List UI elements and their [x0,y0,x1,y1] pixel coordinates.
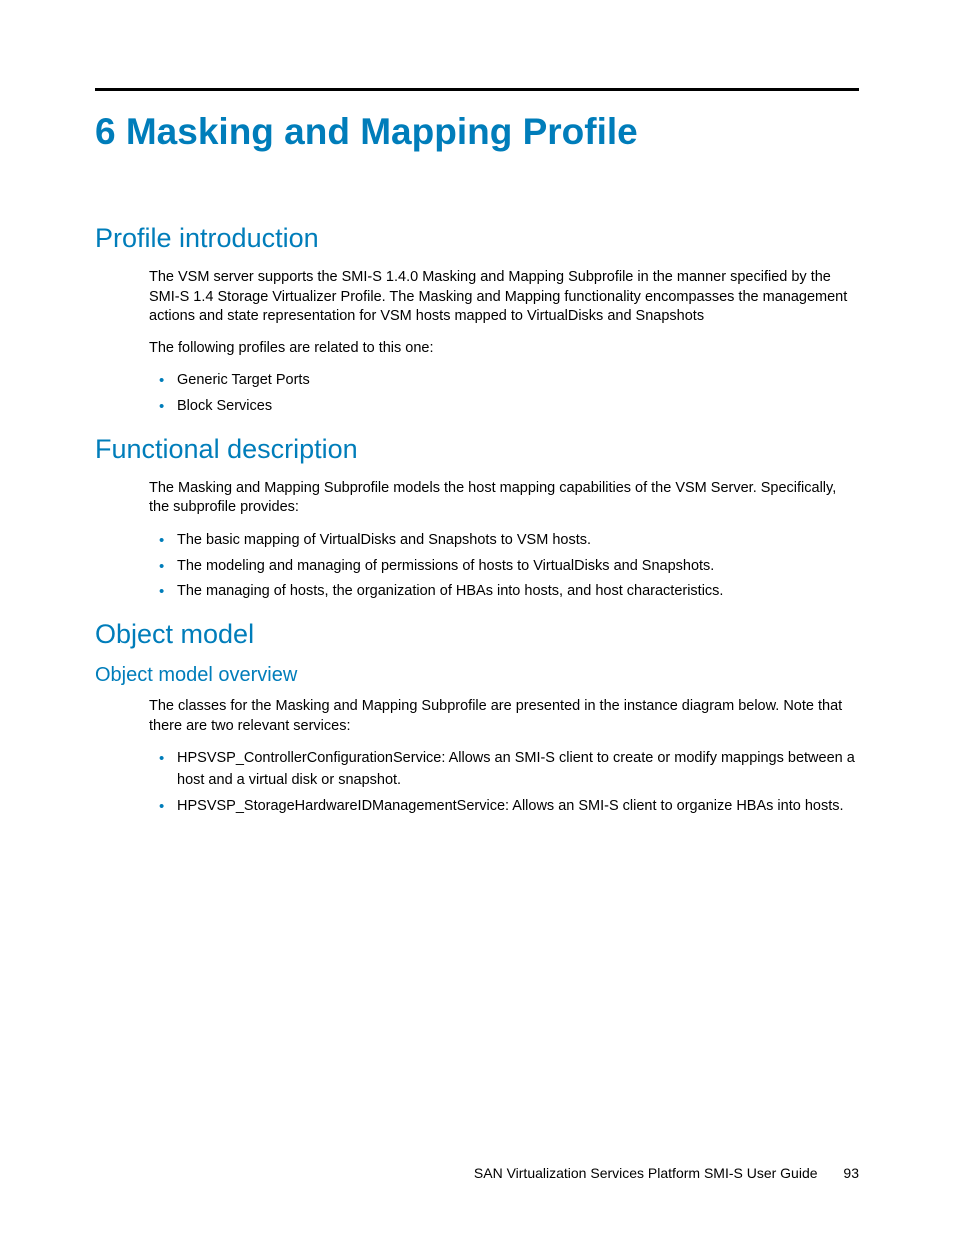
footer-page-number: 93 [843,1165,859,1181]
subsection-heading-object-model-overview: Object model overview [95,664,859,687]
list-item: The modeling and managing of permissions… [149,556,859,578]
list-item: HPSVSP_ControllerConfigurationService: A… [149,748,859,792]
body-paragraph: The classes for the Masking and Mapping … [149,697,859,736]
chapter-title: 6 Masking and Mapping Profile [95,111,859,153]
page-footer: SAN Virtualization Services Platform SMI… [474,1165,859,1181]
list-item: The basic mapping of VirtualDisks and Sn… [149,530,859,552]
body-paragraph: The VSM server supports the SMI-S 1.4.0 … [149,268,859,327]
bullet-list: The basic mapping of VirtualDisks and Sn… [149,530,859,603]
top-rule [95,88,859,91]
bullet-list: Generic Target Ports Block Services [149,370,859,418]
page: 6 Masking and Mapping Profile Profile in… [0,0,954,1235]
section-heading-profile-introduction: Profile introduction [95,223,859,254]
section-heading-object-model: Object model [95,619,859,650]
footer-doc-title: SAN Virtualization Services Platform SMI… [474,1165,818,1181]
bullet-list: HPSVSP_ControllerConfigurationService: A… [149,748,859,817]
body-paragraph: The Masking and Mapping Subprofile model… [149,479,859,518]
list-item: Generic Target Ports [149,370,859,392]
body-paragraph: The following profiles are related to th… [149,339,859,359]
list-item: HPSVSP_StorageHardwareIDManagementServic… [149,796,859,818]
list-item: Block Services [149,396,859,418]
section-heading-functional-description: Functional description [95,434,859,465]
list-item: The managing of hosts, the organization … [149,581,859,603]
